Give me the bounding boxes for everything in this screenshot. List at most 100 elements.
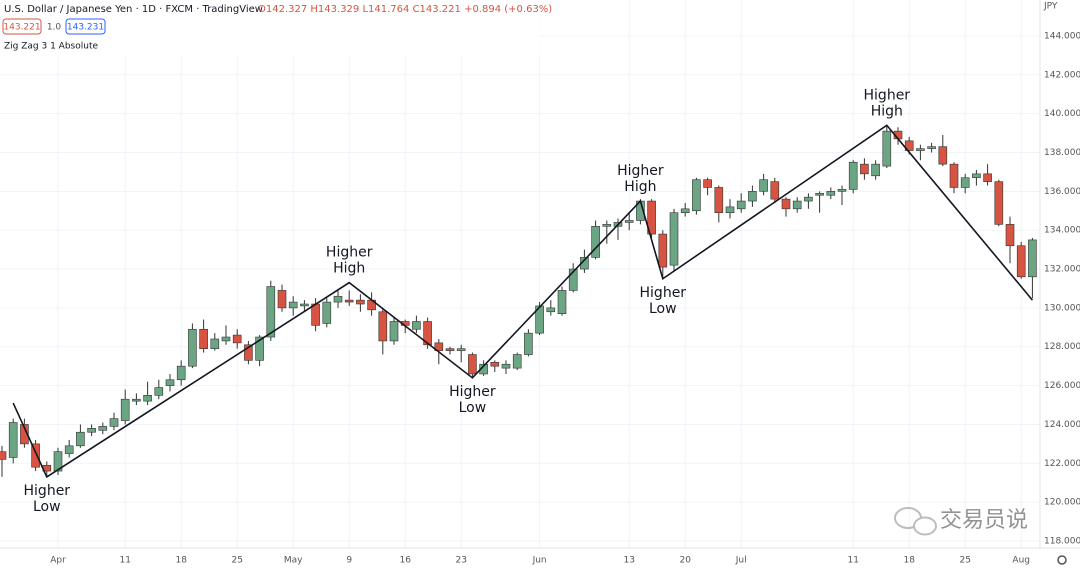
candle-body [456, 348, 466, 351]
x-tick-label: 13 [623, 556, 634, 566]
candle-body [434, 342, 444, 351]
candle-body [512, 354, 522, 369]
candle-body [221, 336, 231, 342]
y-tick-label: 128.000 [1044, 342, 1080, 352]
candle-body [53, 451, 63, 472]
x-tick-label: Aug [1012, 556, 1030, 566]
candle-body [904, 140, 914, 151]
candle-body [972, 173, 981, 179]
candle-body [871, 163, 880, 177]
candle-body [378, 311, 388, 342]
x-tick-label: 18 [175, 556, 187, 566]
candle-body [602, 224, 612, 227]
price-badge-box[interactable] [2, 18, 42, 35]
candle-body [8, 422, 18, 458]
zigzag-label: Higher Low [449, 384, 496, 416]
x-tick-label: 20 [679, 556, 691, 566]
x-tick-label: 16 [399, 556, 411, 566]
y-tick-label: 140.000 [1044, 109, 1080, 119]
candle-body [860, 163, 869, 175]
x-tick-label: Apr [50, 556, 66, 566]
candle-body [714, 187, 724, 214]
x-tick-label: 18 [903, 556, 915, 566]
candle-body [1028, 239, 1037, 278]
x-tick-label: 25 [959, 556, 970, 566]
candle-body [322, 301, 332, 324]
y-tick-label: 126.000 [1044, 381, 1080, 391]
x-tick-label: 23 [455, 556, 466, 566]
indicator-label: Zig Zag 3 1 Absolute [4, 42, 98, 52]
candle-body [535, 305, 544, 334]
candle-body [938, 146, 948, 165]
candle-body [949, 163, 959, 188]
y-tick-label: 130.000 [1044, 303, 1080, 313]
x-tick-label: May [284, 556, 303, 566]
candle-body [412, 321, 421, 330]
y-tick-label: 118.000 [1044, 537, 1080, 547]
candle-body [568, 268, 578, 291]
candle-body [781, 198, 791, 210]
candle-body [244, 344, 253, 361]
candle-body [277, 290, 287, 309]
multiplier: 1.0 [47, 23, 62, 33]
candle-body [87, 428, 96, 433]
candle-body [288, 301, 298, 309]
candle-body [479, 363, 488, 375]
settings-icon[interactable] [1057, 555, 1067, 565]
y-tick-label: 120.000 [1044, 498, 1080, 508]
x-tick-label: Jul [735, 556, 747, 566]
candle-body [591, 226, 600, 258]
zigzag-label: Higher High [326, 245, 373, 277]
candle-body [557, 290, 567, 315]
watermark: 交易员说 [940, 508, 1028, 533]
candle-body [490, 361, 500, 367]
ohlc-readout: O142.327 H143.329 L141.764 C143.221 +0.8… [258, 4, 552, 15]
candle-body [311, 303, 320, 326]
currency-label: JPY [1043, 2, 1058, 12]
watermark-icon [894, 507, 937, 536]
candle-body [210, 338, 220, 349]
candle-body [680, 208, 690, 214]
candle-body [759, 179, 768, 192]
candle-body [669, 212, 679, 266]
candle-body [725, 206, 735, 214]
zigzag-line [12, 124, 1034, 479]
chart-title: U.S. Dollar / Japanese Yen · 1D · FXCM ·… [4, 4, 263, 15]
y-tick-label: 134.000 [1044, 226, 1080, 236]
zigzag-label: Higher Low [24, 483, 71, 515]
zigzag-label: Higher Low [640, 285, 687, 317]
x-tick-label: 25 [231, 556, 242, 566]
candle-body [423, 321, 432, 346]
candle-body [501, 363, 511, 369]
ask-badge[interactable]: 143.231 [67, 23, 104, 33]
candle-body [692, 179, 701, 212]
candle-body [154, 387, 164, 396]
candle-body [736, 200, 746, 210]
candle-body [109, 418, 119, 427]
candle-body [344, 299, 354, 303]
grid [0, 0, 1040, 548]
candle-body [389, 321, 399, 342]
candle-body [658, 233, 668, 268]
candle-body [524, 332, 533, 355]
x-tick-label: 11 [119, 556, 130, 566]
candle-body [255, 336, 264, 361]
candle-body [98, 426, 108, 431]
x-tick-label: 11 [847, 556, 858, 566]
price-badge[interactable]: 143.221 [3, 23, 40, 33]
candle-body [748, 191, 757, 202]
candle-body [232, 334, 242, 344]
y-tick-label: 122.000 [1044, 459, 1080, 469]
y-tick-label: 142.000 [1044, 70, 1080, 80]
ask-badge-box[interactable] [65, 18, 106, 35]
candle-body [815, 192, 824, 196]
candle-body [143, 395, 152, 402]
candle-body [31, 443, 40, 468]
candle-body [120, 398, 130, 421]
candle-body [445, 348, 455, 351]
candle-body [647, 200, 656, 235]
candle-body [624, 220, 634, 223]
candle-body [333, 295, 343, 303]
candle-body [20, 424, 29, 445]
candle-body [882, 130, 892, 167]
